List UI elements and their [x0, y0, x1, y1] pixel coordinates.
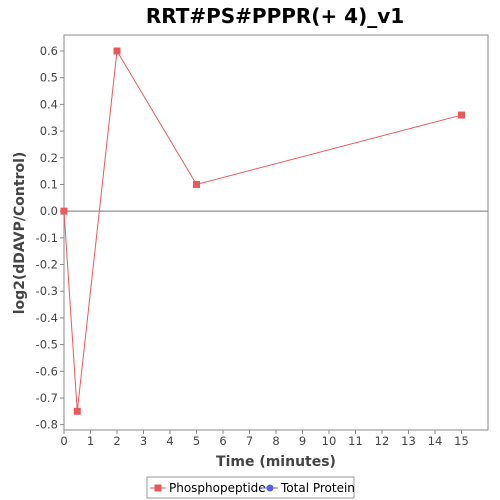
- x-tick-label: 11: [348, 434, 363, 448]
- x-tick-label: 13: [401, 434, 416, 448]
- x-tick-label: 10: [322, 434, 337, 448]
- y-tick-label: -0.5: [36, 338, 58, 352]
- data-point: [73, 407, 81, 415]
- data-point: [60, 207, 68, 215]
- y-axis: -0.8 -0.7 -0.6 -0.5 -0.4 -0.3 -0.2 -0.1 0.0 0.1 0.…: [36, 44, 64, 432]
- y-tick-label: 0.0: [40, 204, 58, 218]
- plot-area: [63, 34, 489, 431]
- legend-marker-phosphopeptide: [154, 484, 162, 492]
- y-tick-label: -0.2: [36, 258, 58, 272]
- x-tick-label: 0: [60, 434, 67, 448]
- y-tick-label: 0.1: [40, 177, 58, 191]
- legend-item-phosphopeptide: Phosphopeptide: [150, 481, 266, 495]
- x-tick-label: 3: [140, 434, 147, 448]
- y-tick-label: -0.4: [36, 311, 58, 325]
- x-tick-label: 5: [193, 434, 200, 448]
- x-tick-label: 15: [454, 434, 469, 448]
- x-tick-label: 14: [428, 434, 443, 448]
- legend: Phosphopeptide Total Protein: [146, 476, 355, 499]
- legend-label-phosphopeptide: Phosphopeptide: [169, 481, 266, 495]
- x-axis: 0 1 2 3 4 5 6 7 8 9 10 11 12 13 14 15: [60, 430, 469, 448]
- y-tick-label: -0.6: [36, 364, 58, 378]
- x-tick-label: 7: [246, 434, 253, 448]
- y-tick-label: -0.1: [36, 231, 58, 245]
- x-tick-label: 4: [166, 434, 173, 448]
- y-tick-label: -0.7: [36, 391, 58, 405]
- y-tick-label: -0.3: [36, 284, 58, 298]
- x-tick-label: 8: [272, 434, 279, 448]
- legend-item-total-protein: Total Protein: [262, 481, 355, 495]
- y-axis-label: log2(dDAVP/Control): [12, 152, 28, 315]
- data-point: [458, 111, 465, 119]
- legend-marker-total-protein: [266, 484, 274, 492]
- y-tick-label: 0.5: [40, 71, 58, 85]
- y-tick-label: 0.4: [40, 97, 58, 111]
- x-tick-label: 12: [375, 434, 390, 448]
- x-axis-label: Time (minutes): [216, 454, 336, 470]
- x-tick-label: 6: [219, 434, 226, 448]
- y-tick-label: 0.2: [40, 151, 58, 165]
- x-tick-label: 9: [299, 434, 306, 448]
- x-tick-label: 2: [113, 434, 120, 448]
- y-tick-label: 0.3: [40, 124, 58, 138]
- x-tick-label: 1: [87, 434, 94, 448]
- legend-box: [146, 476, 355, 499]
- y-tick-label: 0.6: [40, 44, 58, 58]
- data-point: [193, 180, 200, 188]
- y-tick-label: -0.8: [36, 418, 58, 432]
- chart-title: RRT#PS#PPPR(+ 4)_v1: [146, 4, 404, 28]
- series-layer: [60, 47, 465, 415]
- data-point: [113, 47, 121, 55]
- legend-label-total-protein: Total Protein: [280, 481, 355, 495]
